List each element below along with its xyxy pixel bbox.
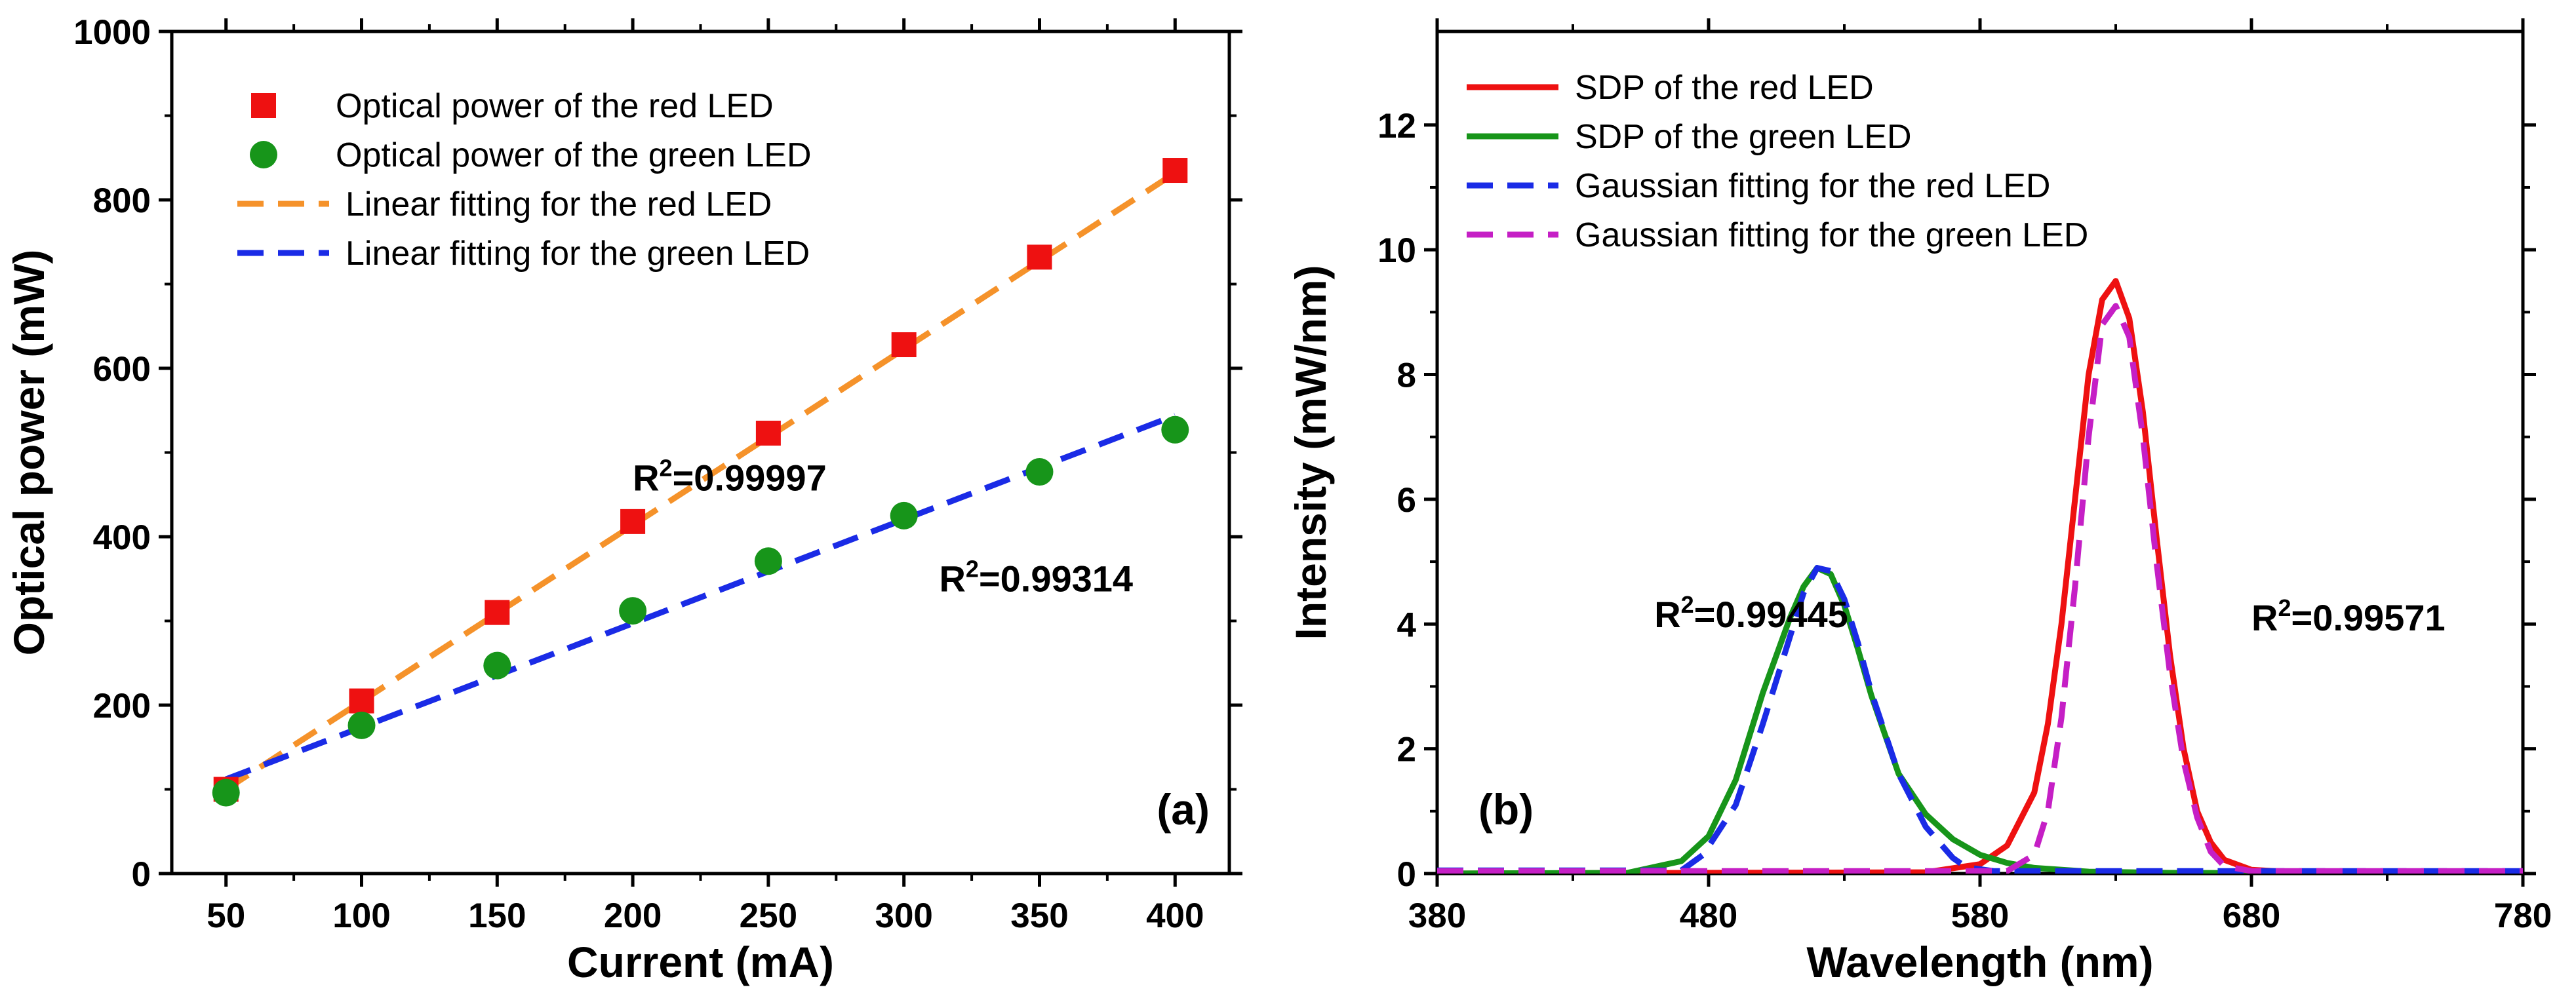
annotation-base: R	[939, 558, 965, 600]
data-point	[1027, 244, 1052, 270]
legend-label: SDP of the red LED	[1575, 69, 1874, 107]
plot-frame	[1435, 29, 2525, 876]
x-tick-label: 100	[332, 896, 390, 935]
y-tick-label: 0	[132, 855, 151, 894]
series-group	[1437, 278, 2523, 874]
data-point	[890, 501, 918, 530]
legend-label: Optical power of the red LED	[336, 87, 774, 125]
x-tick-label: 300	[875, 896, 932, 935]
x-axis-title: Current (mA)	[567, 938, 834, 986]
annotation-base: R	[2251, 597, 2278, 638]
data-point	[891, 332, 917, 358]
r-squared-annotation: R2=0.99571	[2251, 594, 2446, 638]
data-point	[620, 509, 646, 534]
data-point	[349, 688, 374, 714]
data-point	[619, 597, 647, 625]
annotation-superscript: 2	[2278, 594, 2291, 621]
y-tick-label: 2	[1397, 731, 1416, 769]
chart-panel-b: 380 480 580 680 780 0 2 4 6 8 10 12 Wavelength (nm) I…	[1286, 18, 2552, 986]
y-tick-label: 800	[93, 182, 151, 220]
legend-marker	[251, 93, 276, 118]
data-point	[1161, 415, 1189, 444]
annotation-value: =0.99314	[979, 558, 1133, 600]
r-squared-annotation: R2=0.99445	[1654, 591, 1848, 635]
data-point	[212, 779, 240, 807]
data-point	[754, 547, 782, 575]
data-point	[1162, 158, 1188, 183]
legend-marker	[250, 141, 277, 168]
x-axis-title: Wavelength (nm)	[1806, 938, 2153, 986]
y-tick-label: 4	[1397, 606, 1417, 644]
series-group	[212, 158, 1189, 807]
annotation-base: R	[633, 457, 659, 498]
legend: SDP of the red LED SDP of the green LED Ga…	[1467, 69, 2088, 254]
y-tick-label: 8	[1397, 356, 1416, 395]
series-line	[1437, 303, 2523, 874]
x-tick-label: 50	[207, 896, 245, 935]
x-tick-label: 680	[2223, 896, 2280, 935]
annotation-superscript: 2	[660, 454, 673, 481]
data-point	[483, 651, 511, 680]
r-squared-annotation: R2=0.99314	[939, 556, 1133, 600]
legend-label: Gaussian fitting for the green LED	[1575, 216, 2088, 254]
x-tick-label: 200	[604, 896, 662, 935]
chart-panel-a: 50 100 150 200 250 300 350 400 0 200 400 600 800 1000…	[5, 13, 1242, 986]
data-point	[755, 420, 781, 446]
y-tick-label: 600	[93, 350, 151, 389]
data-point	[1025, 458, 1054, 486]
y-tick-label: 1000	[73, 13, 151, 52]
annotation-superscript: 2	[1681, 591, 1694, 618]
panel-label: (b)	[1478, 785, 1534, 834]
y-axis-title: Intensity (mW/nm)	[1286, 265, 1335, 640]
series-line	[1437, 565, 2523, 874]
y-axis-title: Optical power (mW)	[5, 250, 53, 656]
legend-label: Linear fitting for the red LED	[346, 185, 772, 223]
x-tick-label: 580	[1951, 896, 2009, 935]
legend-label: Optical power of the green LED	[336, 136, 812, 174]
series-line	[1437, 278, 2523, 874]
x-tick-label: 380	[1408, 896, 1466, 935]
panel-label: (a)	[1157, 785, 1210, 834]
y-tick-label: 10	[1377, 231, 1416, 270]
annotation-value: =0.99445	[1694, 594, 1848, 635]
y-tick-label: 12	[1377, 107, 1416, 145]
annotation-superscript: 2	[966, 556, 979, 583]
x-tick-label: 400	[1146, 896, 1204, 935]
x-tick-label: 780	[2494, 896, 2552, 935]
x-tick-label: 250	[740, 896, 797, 935]
legend-label: Linear fitting for the green LED	[346, 235, 810, 273]
series-line	[225, 412, 1176, 782]
y-tick-label: 200	[93, 687, 151, 725]
x-tick-label: 350	[1010, 896, 1068, 935]
data-point	[485, 600, 510, 625]
x-tick-label: 150	[468, 896, 526, 935]
annotation-base: R	[1654, 594, 1680, 635]
data-point	[347, 711, 376, 739]
series-line	[224, 170, 1177, 792]
x-tick-label: 480	[1680, 896, 1737, 935]
y-tick-label: 0	[1397, 855, 1416, 894]
legend-label: Gaussian fitting for the red LED	[1575, 167, 2051, 205]
legend-label: SDP of the green LED	[1575, 118, 1912, 156]
legend: Optical power of the red LED Optical powe…	[237, 87, 812, 273]
annotation-value: =0.99571	[2291, 597, 2445, 638]
y-tick-label: 6	[1397, 481, 1416, 520]
annotation-value: =0.99997	[673, 457, 827, 498]
r-squared-annotation: R2=0.99997	[633, 454, 827, 498]
y-tick-label: 400	[93, 518, 151, 557]
